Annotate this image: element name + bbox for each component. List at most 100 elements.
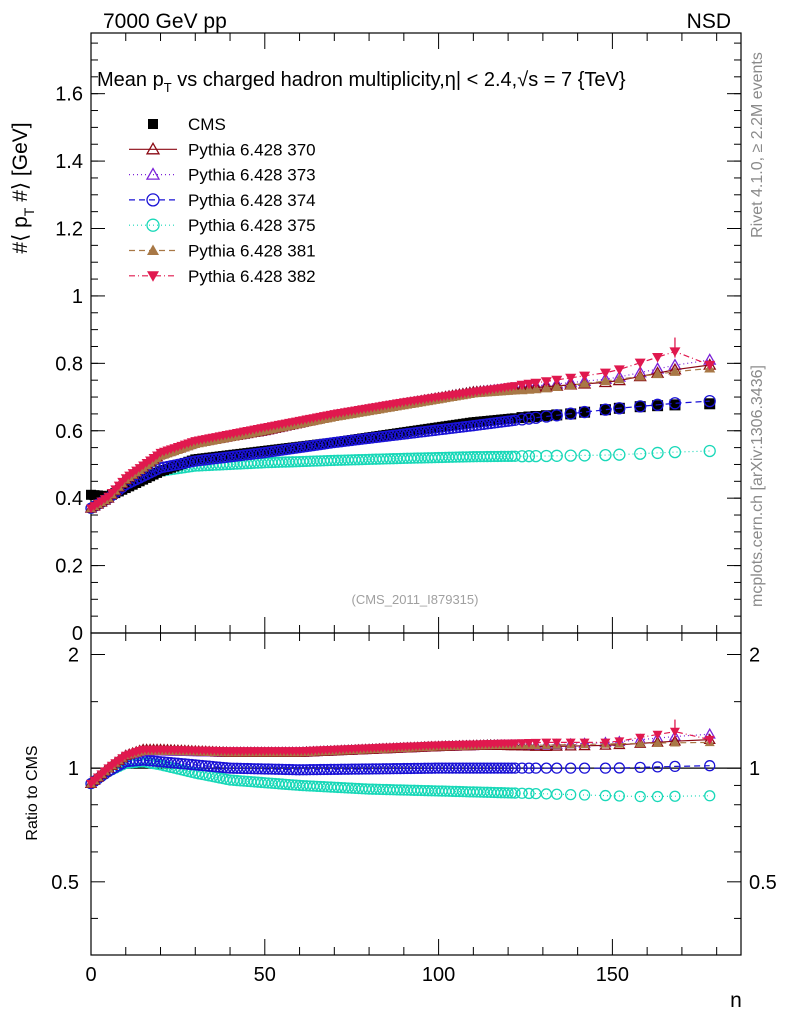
data-point [530, 378, 542, 389]
legend-marker [146, 193, 160, 207]
data-point [651, 398, 664, 411]
title-energy: s = 7 {TeV} [528, 69, 626, 91]
legend-marker [148, 119, 158, 129]
y-tick-label: 1 [72, 286, 83, 308]
plot-title: Mean pT vs charged hadron multiplicity,η… [97, 69, 626, 95]
ratio-data-point [652, 730, 663, 740]
header-right: NSD [687, 10, 731, 33]
ratio-data-point [669, 760, 681, 773]
ratio-series-pythia-6-428-382 [86, 719, 715, 789]
ratio-data-point [502, 762, 514, 774]
legend-marker [147, 244, 159, 255]
data-point [515, 450, 529, 463]
data-point [564, 449, 577, 462]
data-point [599, 375, 611, 386]
ratio-data-point [634, 790, 646, 803]
legend-entry: CMS [148, 115, 226, 134]
data-point [509, 414, 521, 426]
x-axis-label: n [730, 989, 742, 1012]
legend: CMS Pythia 6.428 370 Pythia 6.428 373 Pythi… [129, 115, 316, 286]
title-mean: Mean p [97, 69, 164, 91]
y-tick-label: 1.4 [55, 151, 83, 173]
legend-marker [147, 271, 159, 282]
ylabel-a: #⟨ p [9, 216, 32, 253]
legend-label: Pythia 6.428 373 [188, 166, 316, 185]
data-point [703, 444, 716, 458]
data-point [551, 381, 563, 392]
data-point [550, 449, 563, 462]
ratio-data-point [516, 762, 528, 774]
data-point [540, 377, 552, 387]
legend-label: CMS [188, 115, 226, 134]
ratio-data-point [551, 738, 562, 748]
ratio-data-point [510, 739, 521, 749]
data-point [510, 382, 521, 391]
data-point [551, 375, 563, 386]
ratio-data-point [565, 762, 577, 774]
data-point [599, 403, 612, 416]
ratio-y-tick-label-right: 1 [749, 758, 760, 780]
ratio-data-point [613, 762, 625, 774]
mcplots-label: mcplots.cern.ch [arXiv:1306.3436] [749, 365, 766, 607]
y-tick-label: 0.8 [55, 353, 83, 375]
ylabel-b: #⟩ [GeV] [9, 122, 32, 207]
ratio-data-point [523, 739, 534, 748]
ratio-y-tick-label: 2 [68, 644, 79, 666]
ratio-y-tick-label: 1 [68, 758, 79, 780]
legend-entry: Pythia 6.428 382 [129, 267, 316, 286]
legend-marker [145, 141, 161, 155]
y-tick-label: 0.2 [55, 556, 83, 578]
ratio-data-point [509, 787, 521, 799]
x-tick-label: 50 [254, 964, 276, 986]
legend-entry: Pythia 6.428 373 [129, 166, 316, 185]
title-eta: η [445, 69, 456, 91]
data-point [668, 397, 682, 410]
data-point [703, 394, 716, 408]
data-point [634, 447, 647, 460]
data-point [651, 446, 664, 460]
ratio-data-point [669, 790, 681, 802]
ratio-data-point [540, 788, 552, 800]
y-tick-label: 0 [72, 623, 83, 645]
ratio-y-tick-label: 0.5 [51, 872, 79, 894]
ratio-data-point [704, 735, 715, 745]
data-point [579, 371, 591, 382]
legend-label: Pythia 6.428 374 [188, 191, 316, 210]
data-point [540, 449, 553, 463]
ratio-data-point [509, 762, 521, 774]
data-point [510, 413, 521, 424]
ratio-data-point [565, 738, 576, 748]
data-point [599, 448, 612, 462]
ratio-data-point [651, 790, 664, 803]
data-point [509, 450, 521, 462]
ratio-data-point [578, 789, 591, 801]
legend-label: Pythia 6.428 382 [188, 267, 316, 286]
x-tick-label: 0 [85, 964, 96, 986]
data-point [540, 410, 552, 422]
legend-entry: Pythia 6.428 381 [129, 242, 316, 261]
legend-entry: Pythia 6.428 375 [129, 216, 316, 235]
legend-marker [146, 218, 160, 232]
data-point [669, 366, 681, 376]
ratio-data-point [600, 738, 611, 748]
ratio-data-point [651, 761, 664, 773]
legend-label: Pythia 6.428 381 [188, 242, 316, 261]
y-tick-label: 0.6 [55, 421, 83, 443]
ratio-data-point [551, 788, 563, 800]
data-point [668, 445, 682, 459]
data-point [550, 409, 563, 422]
data-point [516, 412, 528, 424]
x-tick-label: 100 [422, 964, 455, 986]
ratio-data-point [669, 737, 680, 747]
data-point [613, 402, 626, 415]
data-point [523, 379, 535, 390]
data-point [540, 382, 552, 393]
ratio-data-point [517, 739, 528, 748]
title-eta-cut: | < 2.4, [456, 69, 517, 91]
x-tick-label: 150 [596, 964, 629, 986]
data-point [613, 365, 625, 376]
data-point [502, 415, 514, 427]
data-point [515, 413, 529, 426]
ratio-data-point [704, 760, 716, 772]
